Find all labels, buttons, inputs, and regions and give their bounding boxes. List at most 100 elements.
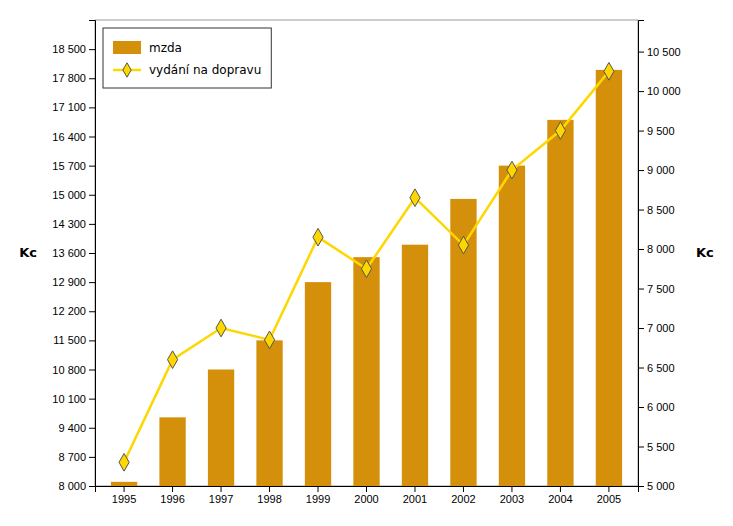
tick-mark	[638, 210, 644, 211]
legend-item: vydání na dopravu	[113, 63, 261, 78]
tick: 1997	[209, 486, 233, 505]
axis-line	[639, 21, 645, 487]
tick-mark	[172, 486, 173, 492]
tick-mark	[89, 428, 95, 429]
markers	[119, 63, 614, 472]
tick: 9 000	[638, 164, 675, 176]
tick: 12 200	[52, 305, 95, 317]
legend-item: mzda	[113, 41, 182, 55]
tick-mark	[89, 370, 95, 371]
tick-label: 6 500	[647, 362, 675, 374]
tick-mark	[89, 457, 95, 458]
tick-label: 13 600	[52, 247, 86, 259]
tick: 5 500	[638, 441, 675, 453]
tick-mark	[221, 486, 222, 492]
tick-mark	[638, 447, 644, 448]
tick-label: 1996	[160, 493, 184, 505]
marker	[264, 331, 274, 349]
tick: 1999	[306, 486, 330, 505]
legend-label: mzda	[149, 41, 182, 55]
tick: 10 100	[52, 393, 95, 405]
tick-label: 6 000	[647, 401, 675, 413]
tick-label: 2000	[354, 493, 378, 505]
tick-label: 1998	[257, 493, 281, 505]
marker	[361, 260, 371, 278]
tick: 6 500	[638, 362, 675, 374]
axis-line	[96, 487, 639, 493]
bar	[547, 120, 573, 486]
axis-line	[89, 21, 96, 487]
tick: 8 000	[58, 480, 95, 492]
tick-mark	[89, 166, 95, 167]
tick-mark	[366, 486, 367, 492]
tick: 1996	[160, 486, 184, 505]
marker	[167, 351, 177, 369]
tick-mark	[269, 486, 270, 492]
marker	[313, 228, 323, 246]
tick-label: 11 500	[53, 334, 86, 346]
tick-label: 9 400	[58, 422, 86, 434]
tick: 2004	[548, 486, 572, 505]
tick-mark	[89, 253, 95, 254]
tick-label: 17 800	[52, 72, 86, 84]
tick: 8 500	[638, 204, 675, 216]
tick: 7 500	[638, 283, 675, 295]
tick: 8 000	[638, 243, 675, 255]
tick: 1995	[112, 486, 136, 505]
bar	[499, 166, 525, 486]
marker	[119, 453, 129, 471]
bar	[159, 417, 185, 486]
marker	[507, 161, 517, 179]
tick-mark	[89, 137, 95, 138]
tick-mark	[89, 195, 95, 196]
tick-mark	[89, 78, 95, 79]
plot: 1995 1996 1997 1998 1999 2000 2001 2002 2003 2004…	[52, 20, 680, 505]
tick-mark	[89, 399, 95, 400]
tick-mark	[318, 486, 319, 492]
tick-label: 2005	[597, 493, 621, 505]
tick-label: 12 200	[52, 305, 86, 317]
tick: 17 100	[52, 101, 95, 113]
tick-label: 17 100	[52, 101, 86, 113]
tick-label: 10 100	[52, 393, 86, 405]
bar	[111, 482, 137, 486]
tick-label: 8 500	[647, 204, 675, 216]
tick: 2000	[354, 486, 378, 505]
tick: 9 400	[58, 422, 95, 434]
bar	[305, 282, 331, 486]
bar-series	[111, 70, 622, 486]
tick-label: 1999	[306, 493, 330, 505]
tick: 7 000	[638, 322, 675, 334]
marker	[555, 122, 565, 140]
marks	[111, 63, 622, 486]
tick-mark	[89, 340, 95, 341]
tick-mark	[638, 249, 644, 250]
tick-mark	[89, 282, 95, 283]
tick-mark	[463, 486, 464, 492]
tick: 17 800	[52, 72, 95, 84]
tick: 5 000	[638, 480, 675, 492]
tick: 15 000	[52, 189, 95, 201]
tick: 2002	[451, 486, 475, 505]
bar	[450, 199, 476, 486]
bar	[402, 245, 428, 486]
marker	[458, 236, 468, 254]
y2-axis: 5 000 5 500 6 000 6 500 7 000 7 500 8 000 8 500…	[638, 21, 681, 493]
legend: mzda vydání na dopravu	[103, 28, 271, 88]
tick-mark	[414, 486, 415, 492]
tick: 10 500	[638, 46, 681, 58]
tick-label: 2003	[500, 493, 524, 505]
tick: 16 400	[52, 131, 95, 143]
tick-label: 1997	[209, 493, 233, 505]
tick-label: 15 000	[52, 189, 86, 201]
legend-swatch	[113, 41, 141, 54]
tick: 2005	[597, 486, 621, 505]
tick-mark	[638, 368, 644, 369]
marker	[216, 319, 226, 337]
tick: 10 000	[638, 85, 681, 97]
tick-label: 2001	[403, 493, 427, 505]
legend-frame	[103, 28, 271, 88]
tick-label: 9 500	[647, 125, 675, 137]
tick-label: 8 000	[647, 243, 675, 255]
tick-label: 1995	[112, 493, 136, 505]
